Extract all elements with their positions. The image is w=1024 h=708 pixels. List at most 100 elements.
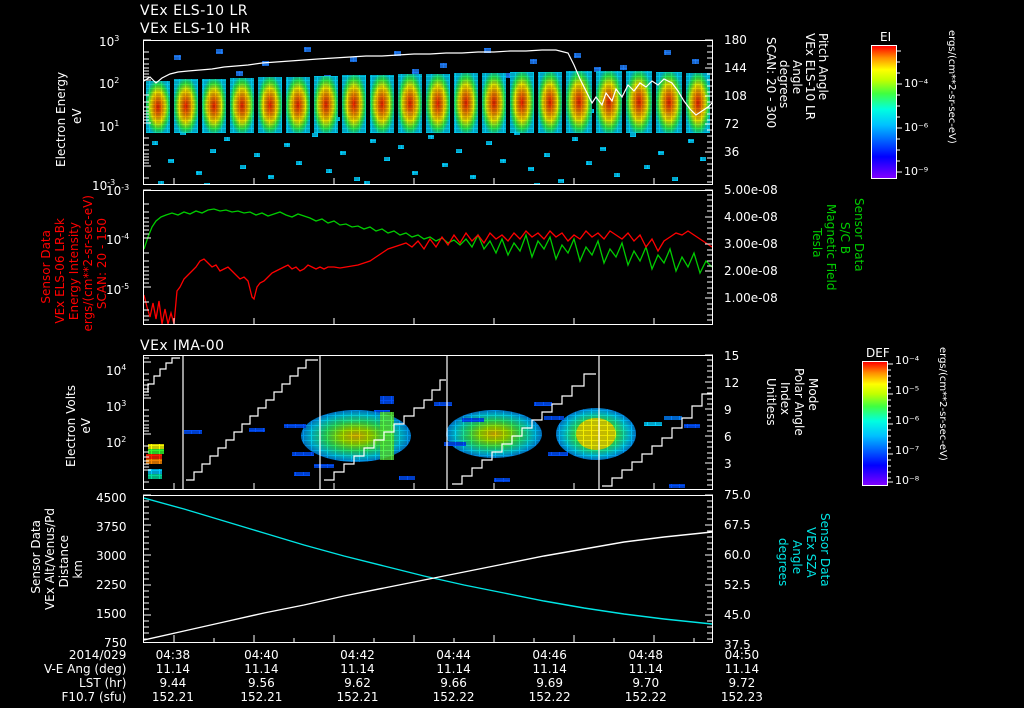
panel2-series-energy-intensity xyxy=(144,230,712,324)
annot-time-1: 04:40 xyxy=(244,648,279,662)
panel2-right-tick-0: 5.00e-08 xyxy=(724,183,778,197)
panel3-right-tick-4: 3 xyxy=(724,457,732,471)
annot-lst-4: 9.69 xyxy=(536,676,564,690)
panel3-ytick-0: 104 xyxy=(106,363,127,378)
panel3-right-tick-0: 15 xyxy=(724,349,740,363)
panel1-right-label-instrument: VEx ELS-10 LR xyxy=(803,33,817,121)
panel4-right-tick-0: 75.0 xyxy=(724,488,751,502)
panel3-right-tick-2: 9 xyxy=(724,403,732,417)
panel1-right-label-pitch-angle: Pitch Angle xyxy=(816,33,830,101)
annot-lst-2: 9.62 xyxy=(344,676,371,690)
panel4-ytick-1: 3750 xyxy=(96,520,127,534)
annotation-row-label-date: 2014/029 xyxy=(68,648,127,662)
panel1-yunits: eV xyxy=(70,108,84,124)
panel3-colorbar-tick-3: 10⁻⁷ xyxy=(895,444,920,457)
panel1-right-label-degrees: degrees xyxy=(777,60,791,109)
panel1-ytick-0: 103 xyxy=(99,34,120,49)
panel3-right-label-unitless: Unitless xyxy=(764,378,778,426)
panel1-ylabel: Electron Energy xyxy=(54,71,68,167)
panel3-ytick-2: 102 xyxy=(106,435,127,450)
panel2-left-label-instrument: VEx ELS-06 LR-Bk xyxy=(53,218,67,324)
panel4-right-tick-3: 52.5 xyxy=(724,578,751,592)
annot-ve-ang-0: 11.14 xyxy=(155,662,191,676)
panel4-right-tick-4: 45.0 xyxy=(724,608,751,622)
panel1-right-label-angle: Angle xyxy=(790,60,804,95)
annot-ve-ang-1: 11.14 xyxy=(244,662,279,676)
annot-f107-2: 152.21 xyxy=(336,690,379,704)
panel4-left-label-quantity: VEx Alt/Venus/Pd xyxy=(43,508,57,611)
panel1-right-tick-1: 144 xyxy=(724,61,747,75)
annot-f107-1: 152.21 xyxy=(240,690,283,704)
panel1-colorbar-ticks xyxy=(896,45,902,177)
annot-ve-ang-5: 11.14 xyxy=(628,662,663,676)
panel2-right-label-sensor-data: Sensor Data xyxy=(852,198,866,272)
annotation-row-time: 2014/029 04:38 04:40 04:42 04:44 04:46 0… xyxy=(10,648,790,662)
panel3-right-tick-1: 12 xyxy=(724,376,740,390)
panel4-left-label-sensor-data: Sensor Data xyxy=(29,520,43,594)
panel3-staircase-trace xyxy=(144,357,712,487)
panel1-title-lr: VEx ELS-10 LR xyxy=(140,3,249,19)
panel3-right-label-polar-angle: Polar Angle xyxy=(792,368,806,436)
annot-f107-5: 152.22 xyxy=(624,690,667,704)
panel4-lines xyxy=(144,496,712,642)
panel2-left-label-units: ergs/(cm**2-sr-sec-eV) xyxy=(81,195,95,332)
panel3-colorbar-units: ergs/(cm**2-sr-sec-eV) xyxy=(937,347,948,461)
panel1-right-tick-2: 108 xyxy=(724,89,747,103)
panel4-left-label-km: km xyxy=(71,560,85,579)
panel3-colorbar-tick-0: 10⁻⁴ xyxy=(895,354,920,367)
annot-f107-3: 152.22 xyxy=(432,690,475,704)
panel4-plot-area[interactable] xyxy=(143,495,713,643)
annot-ve-ang-3: 11.14 xyxy=(436,662,471,676)
panel1-right-tick-3: 72 xyxy=(724,117,740,131)
annot-lst-1: 9.56 xyxy=(248,676,275,690)
panel3-right-label-mode: Mode xyxy=(806,378,820,411)
panel3-mode-boundaries xyxy=(182,356,600,489)
panel2-right-tick-3: 2.00e-08 xyxy=(724,264,778,278)
panel2-right-tick-2: 3.00e-08 xyxy=(724,237,778,251)
panel2-series-magnetic-field xyxy=(144,208,712,275)
panel4-ytick-2: 3000 xyxy=(96,549,127,563)
panel3-ytick-1: 103 xyxy=(106,399,127,414)
panel4-ytick-4: 1500 xyxy=(96,607,127,621)
panel4-left-label-distance: Distance xyxy=(57,535,71,588)
panel4-series-altitude xyxy=(144,531,712,641)
annot-time-3: 04:44 xyxy=(436,648,471,662)
panel2-ytick-1: 10-4 xyxy=(106,232,130,247)
panel2-ytick-0: 10-3 xyxy=(106,183,130,198)
panel4-right-tick-1: 67.5 xyxy=(724,518,751,532)
panel4-right-label-sensor-data: Sensor Data xyxy=(818,513,832,587)
annot-time-4: 04:46 xyxy=(532,648,567,662)
annot-time-2: 04:42 xyxy=(340,648,375,662)
panel2-ytick-2: 10-5 xyxy=(106,282,130,297)
panel2-left-label-sensor-data: Sensor Data xyxy=(39,230,53,304)
panel1-colorbar xyxy=(871,45,897,179)
panel1-overlay-trace xyxy=(144,49,712,116)
panel2-right-label-tesla: Tesla xyxy=(810,228,824,258)
annot-f107-0: 152.21 xyxy=(151,690,194,704)
panel3-colorbar-ticks xyxy=(887,361,893,484)
panel1-title-hr: VEx ELS-10 HR xyxy=(140,21,251,37)
panel3-colorbar-tick-1: 10⁻⁵ xyxy=(895,384,920,397)
annot-f107-6: 152.23 xyxy=(720,690,763,704)
annotation-row-label-ve-ang: V-E Ang (deg) xyxy=(43,662,127,676)
annot-f107-4: 152.22 xyxy=(528,690,571,704)
annot-lst-6: 9.72 xyxy=(728,676,756,690)
panel4-ytick-0: 4500 xyxy=(96,491,127,505)
panel1-right-tick-0: 180 xyxy=(724,33,747,47)
panel1-ytick-1: 102 xyxy=(99,76,120,91)
panel1-ytick-3: 10-3 xyxy=(92,178,116,193)
panel1-colorbar-title: EI xyxy=(880,30,892,44)
panel3-title: VEx IMA-00 xyxy=(140,338,225,354)
panel4-right-label-sza: VEx SZA xyxy=(804,527,818,578)
panel3-plot-area[interactable] xyxy=(143,355,713,490)
panel1-plot-area[interactable] xyxy=(143,40,713,185)
annot-time-6: 04:50 xyxy=(724,648,760,662)
panel2-plot-area[interactable] xyxy=(143,190,713,325)
panel2-right-label-sc-b: S/C B xyxy=(838,222,852,255)
annot-lst-0: 9.44 xyxy=(159,676,187,690)
annot-time-0: 04:38 xyxy=(155,648,191,662)
panel3-colorbar xyxy=(862,361,888,486)
annot-ve-ang-6: 11.14 xyxy=(724,662,760,676)
panel1-ytick-2: 101 xyxy=(99,119,120,134)
panel1-spectrogram xyxy=(144,41,712,184)
